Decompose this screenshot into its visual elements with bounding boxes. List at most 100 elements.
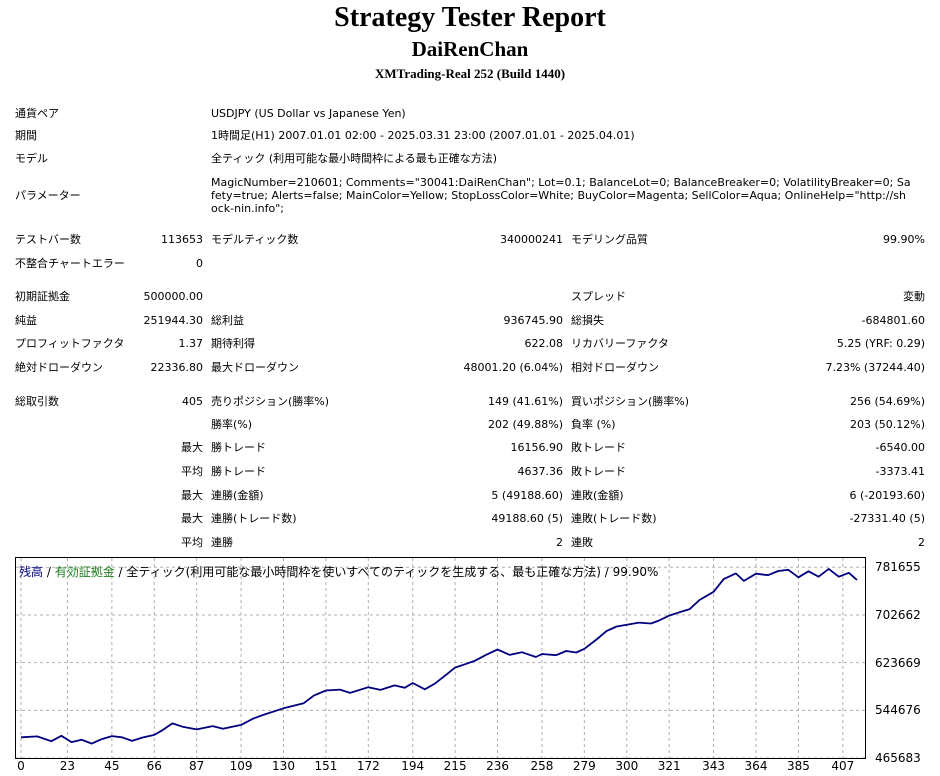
x-tick-label: 215 <box>443 759 467 773</box>
y-tick-label: 702662 <box>875 607 921 622</box>
trade-row-prefix: 最大 <box>181 441 203 454</box>
trade-row-value: -27331.40 (5) <box>849 512 925 525</box>
trade-row-prefix: 最大 <box>181 512 203 525</box>
expected-payoff-label: 期待利得 <box>211 337 255 350</box>
symbol-label: 通貨ペア <box>15 107 59 120</box>
x-tick-label: 109 <box>229 759 253 773</box>
trade-row-label: 連敗(トレード数) <box>571 512 657 525</box>
modeling-quality-value: 99.90% <box>883 233 925 246</box>
total-trades-label: 総取引数 <box>15 395 59 408</box>
trade-row-value: -6540.00 <box>875 441 925 454</box>
x-tick-label: 279 <box>572 759 596 773</box>
period-label: 期間 <box>15 129 37 142</box>
trade-row-value: 16156.90 <box>510 441 564 454</box>
mismatch-errors-value: 0 <box>196 257 203 270</box>
symbol-value: USDJPY (US Dollar vs Japanese Yen) <box>211 107 406 120</box>
absolute-drawdown-value: 22336.80 <box>150 361 204 374</box>
y-tick-label: 623669 <box>875 655 921 670</box>
maximal-drawdown-value: 48001.20 (6.04%) <box>463 361 563 374</box>
gross-loss-value: -684801.60 <box>861 314 925 327</box>
long-positions-value: 256 (54.69%) <box>849 395 925 408</box>
trade-row-value: -3373.41 <box>875 465 925 478</box>
y-tick-label: 544676 <box>875 703 921 718</box>
x-tick-label: 300 <box>615 759 639 773</box>
total-trades-value: 405 <box>182 395 203 408</box>
gross-profit-value: 936745.90 <box>503 314 564 327</box>
test-bars-label: テストバー数 <box>15 233 81 246</box>
trade-row-label: 連勝 <box>211 536 233 549</box>
x-tick-label: 343 <box>702 759 726 773</box>
x-tick-label: 0 <box>17 759 25 773</box>
loss-rate-label: 負率 (%) <box>571 418 616 431</box>
x-tick-label: 45 <box>104 759 120 773</box>
expected-payoff-value: 622.08 <box>524 337 564 350</box>
x-tick-label: 364 <box>744 759 768 773</box>
trade-row-label: 敗トレード <box>571 465 626 478</box>
profit-factor-label: プロフィットファクタ <box>15 337 125 350</box>
modeling-quality-label: モデリング品質 <box>571 233 648 246</box>
trade-row-label: 連敗(金額) <box>571 489 624 502</box>
y-tick-label: 781655 <box>875 560 921 575</box>
trade-row-prefix: 最大 <box>181 489 203 502</box>
legend-separator: / <box>43 565 55 579</box>
trade-row-prefix: 平均 <box>181 536 203 549</box>
x-tick-label: 236 <box>486 759 509 773</box>
short-positions-label: 売りポジション(勝率%) <box>211 395 330 408</box>
trade-row-value: 2 <box>556 536 563 549</box>
x-tick-label: 258 <box>530 759 554 773</box>
parameters-value: MagicNumber=210601; Comments="30041:DaiR… <box>211 176 911 215</box>
trade-row-value: 5 (49188.60) <box>491 489 563 502</box>
legend-equity: 有効証拠金 <box>54 565 115 579</box>
parameters-label: パラメーター <box>15 189 81 202</box>
gross-loss-label: 総損失 <box>571 314 604 327</box>
model-ticks-label: モデルティック数 <box>211 233 299 246</box>
initial-deposit-value: 500000.00 <box>143 290 204 303</box>
x-tick-label: 172 <box>356 759 380 773</box>
trade-row-label: 敗トレード <box>571 441 626 454</box>
spread-value: 変動 <box>903 290 925 303</box>
expert-name: DaiRenChan <box>411 37 529 61</box>
trade-row-value: 49188.60 (5) <box>491 512 563 525</box>
model-label: モデル <box>15 152 48 165</box>
trade-row-label: 連敗 <box>571 536 593 549</box>
absolute-drawdown-label: 絶対ドローダウン <box>15 361 103 374</box>
balance-chart-svg <box>16 558 865 758</box>
legend-model-text: / 全ティック(利用可能な最小時間枠を使いすべてのティックを生成する、最も正確な… <box>114 565 659 579</box>
chart-legend: 残高 / 有効証拠金 / 全ティック(利用可能な最小時間枠を使いすべてのティック… <box>19 563 658 580</box>
x-tick-label: 66 <box>146 759 162 773</box>
trade-row-value: 4637.36 <box>517 465 564 478</box>
relative-drawdown-value: 7.23% (37244.40) <box>825 361 925 374</box>
trade-row-value: 6 (-20193.60) <box>849 489 925 502</box>
x-tick-label: 130 <box>272 759 295 773</box>
period-value: 1時間足(H1) 2007.01.01 02:00 - 2025.03.31 2… <box>211 129 635 142</box>
x-tick-label: 151 <box>314 759 338 773</box>
y-tick-label: 465683 <box>875 751 921 765</box>
mismatch-errors-label: 不整合チャートエラー <box>15 257 125 270</box>
x-tick-label: 23 <box>59 759 76 773</box>
trade-row-label: 連勝(金額) <box>211 489 264 502</box>
net-profit-label: 純益 <box>15 314 37 327</box>
x-tick-label: 87 <box>189 759 205 773</box>
x-tick-label: 385 <box>786 759 810 773</box>
x-tick-label: 194 <box>401 759 425 773</box>
trade-row-label: 勝トレード <box>211 441 266 454</box>
trade-row-prefix: 平均 <box>181 465 203 478</box>
balance-chart <box>15 557 866 759</box>
test-bars-value: 113653 <box>161 233 203 246</box>
gross-profit-label: 総利益 <box>211 314 244 327</box>
win-rate-label: 勝率(%) <box>211 418 253 431</box>
legend-balance: 残高 <box>19 565 44 579</box>
model-ticks-value: 340000241 <box>500 233 563 246</box>
report-title: Strategy Tester Report <box>334 2 606 33</box>
server-build: XMTrading-Real 252 (Build 1440) <box>374 66 566 81</box>
relative-drawdown-label: 相対ドローダウン <box>571 361 659 374</box>
maximal-drawdown-label: 最大ドローダウン <box>211 361 299 374</box>
initial-deposit-label: 初期証拠金 <box>15 290 70 303</box>
recovery-factor-value: 5.25 (YRF: 0.29) <box>836 337 925 350</box>
short-positions-value: 149 (41.61%) <box>487 395 563 408</box>
spread-label: スプレッド <box>571 290 626 303</box>
model-value: 全ティック (利用可能な最小時間枠による最も正確な方法) <box>211 152 498 165</box>
x-tick-label: 407 <box>831 759 855 773</box>
long-positions-label: 買いポジション(勝率%) <box>571 395 690 408</box>
trade-row-value: 2 <box>918 536 925 549</box>
